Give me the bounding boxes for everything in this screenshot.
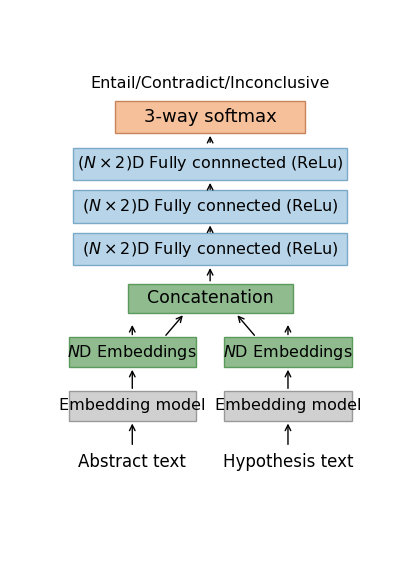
FancyBboxPatch shape: [224, 391, 351, 421]
FancyBboxPatch shape: [115, 101, 305, 133]
Text: Hypothesis text: Hypothesis text: [222, 453, 353, 471]
FancyBboxPatch shape: [73, 233, 346, 265]
Text: $(N\times2)$D Fully connected (ReLu): $(N\times2)$D Fully connected (ReLu): [82, 240, 337, 258]
Text: Abstract text: Abstract text: [78, 453, 186, 471]
Text: 3-way softmax: 3-way softmax: [144, 108, 276, 126]
Text: Embedding model: Embedding model: [214, 399, 360, 413]
Text: Embedding model: Embedding model: [59, 399, 205, 413]
Text: $\mathit{N}$D Embeddings: $\mathit{N}$D Embeddings: [222, 343, 352, 361]
FancyBboxPatch shape: [224, 338, 351, 367]
Text: Concatenation: Concatenation: [146, 289, 273, 307]
FancyBboxPatch shape: [69, 391, 196, 421]
FancyBboxPatch shape: [73, 190, 346, 223]
Text: $(N\times2)$D Fully connected (ReLu): $(N\times2)$D Fully connected (ReLu): [82, 197, 337, 216]
Text: $\mathit{N}$D Embeddings: $\mathit{N}$D Embeddings: [67, 343, 197, 361]
FancyBboxPatch shape: [73, 148, 346, 180]
FancyBboxPatch shape: [69, 338, 196, 367]
Text: Entail/Contradict/Inconclusive: Entail/Contradict/Inconclusive: [90, 76, 329, 91]
FancyBboxPatch shape: [127, 283, 292, 313]
Text: $(N\times2)$D Fully connnected (ReLu): $(N\times2)$D Fully connnected (ReLu): [76, 154, 343, 173]
